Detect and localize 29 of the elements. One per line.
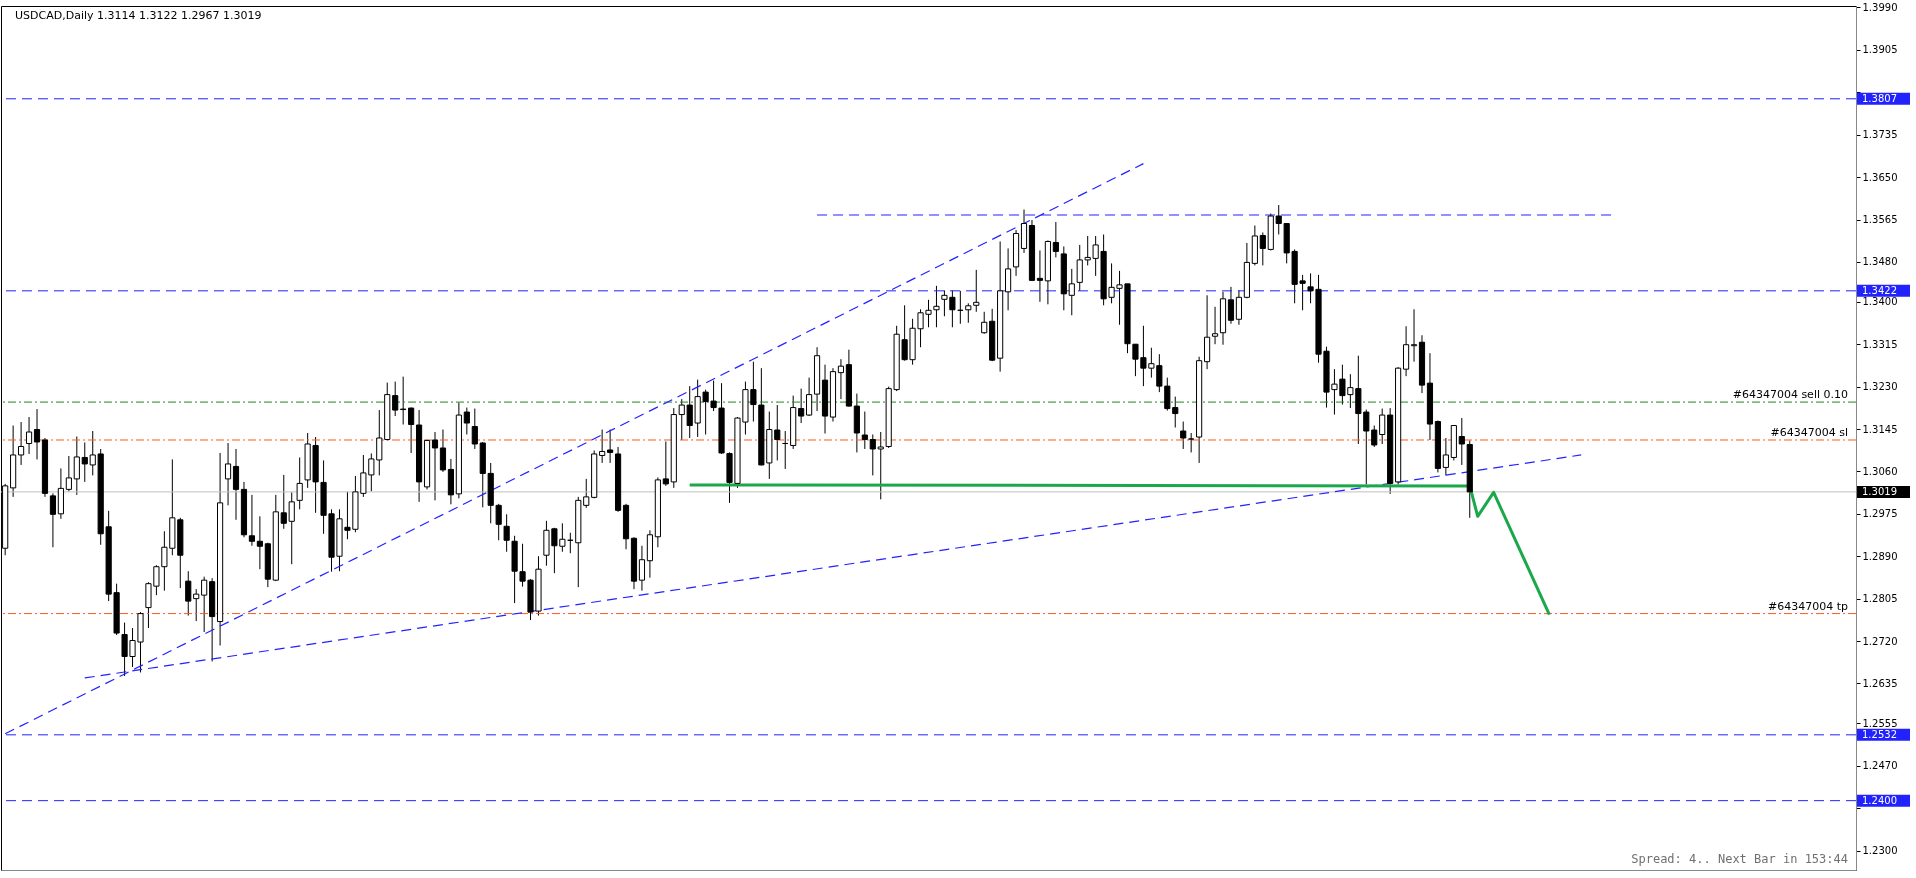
y-tick-label: 1.3650 [1862, 171, 1898, 183]
ref-line-label: 1.3807 [1862, 92, 1897, 104]
y-tick-label: 1.2805 [1862, 593, 1898, 605]
ref-line-label: 1.2532 [1862, 728, 1897, 740]
y-tick-label: 1.2470 [1862, 760, 1898, 772]
y-tick-label: 1.3145 [1862, 423, 1898, 435]
ref-line-label: #64347004 sell 0.10 [1732, 388, 1848, 402]
y-tick-label: 1.3400 [1862, 296, 1898, 308]
y-tick-label: 1.3060 [1862, 465, 1898, 477]
y-tick-label: 1.2720 [1862, 635, 1898, 647]
y-tick-label: 1.3990 [1862, 2, 1898, 13]
ref-line-label: 1.2400 [1862, 794, 1897, 806]
chart-title: USDCAD,Daily 1.3114 1.3122 1.2967 1.3019 [15, 9, 262, 22]
y-tick-label: 1.3480 [1862, 256, 1898, 268]
y-tick-label: 1.3565 [1862, 214, 1898, 226]
y-tick-label: 1.3230 [1862, 381, 1898, 393]
y-tick-label: 1.3315 [1862, 338, 1898, 350]
ref-line-label: #64347004 tp [1768, 599, 1849, 613]
annotation: Spread: 4.. Next Bar in 153:44 [1631, 852, 1848, 866]
y-tick-label: 1.2555 [1862, 717, 1898, 729]
ref-line-label: #64347004 sl [1770, 426, 1848, 439]
ref-line-label: 1.3422 [1862, 284, 1897, 296]
ref-line-label: 1.3019 [1862, 485, 1897, 497]
y-tick-label: 1.2635 [1862, 677, 1898, 689]
y-tick-label: 1.2300 [1862, 845, 1898, 857]
y-tick-label: 1.2975 [1862, 508, 1898, 520]
y-tick-label: 1.2890 [1862, 550, 1898, 562]
y-tick-label: 1.3905 [1862, 44, 1898, 56]
y-tick-label: 1.3735 [1862, 129, 1898, 141]
